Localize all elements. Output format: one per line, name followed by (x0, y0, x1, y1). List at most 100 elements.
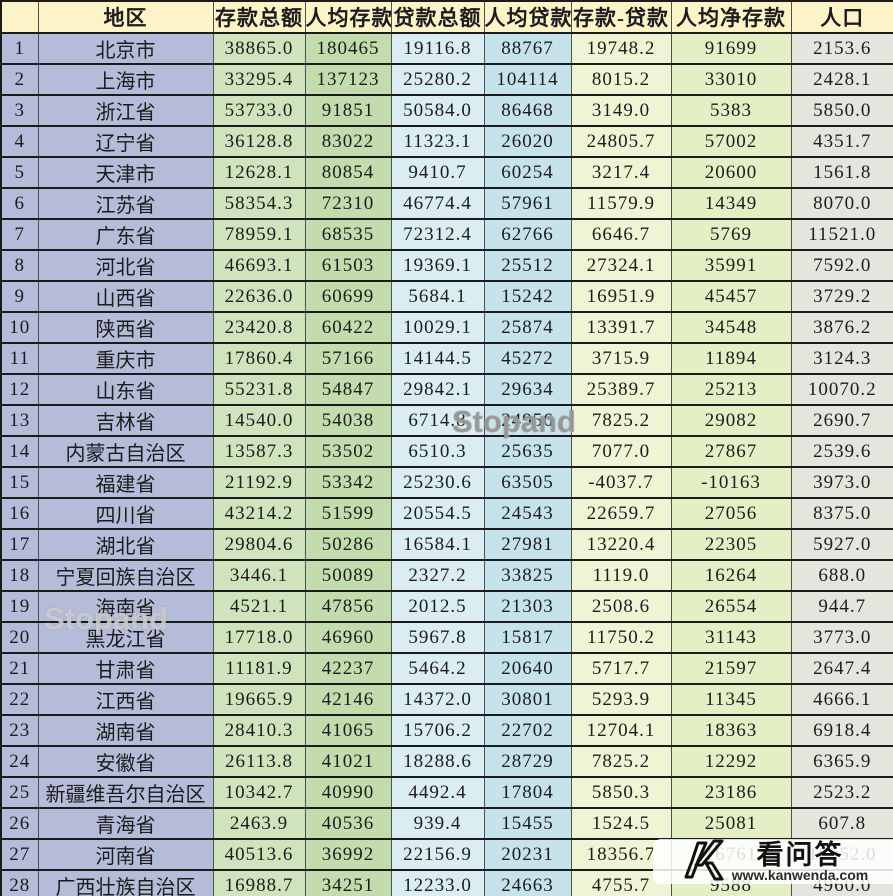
table-row: 6 江苏省 58354.3 72310 46774.4 57961 11579.9 14349… (0, 187, 893, 220)
value-cell: 41021 (304, 745, 392, 778)
value-cell: 53342 (304, 466, 392, 499)
value-cell: 46693.1 (212, 249, 306, 282)
value-cell: 20640 (483, 652, 572, 685)
value-cell: 10070.2 (790, 373, 893, 406)
row-number-cell: 5 (0, 156, 39, 189)
value-cell: 18363 (670, 714, 792, 747)
value-cell: 11323.1 (390, 125, 485, 158)
value-cell: 16951.9 (570, 280, 672, 313)
value-cell: -4037.7 (570, 466, 672, 499)
value-cell: 54038 (304, 404, 392, 437)
row-number-cell: 8 (0, 249, 39, 282)
table-row: 14 内蒙古自治区 13587.3 53502 6510.3 25635 7077.0 278… (0, 435, 893, 468)
value-cell: 17860.4 (212, 342, 306, 375)
table-row: 19 海南省 4521.1 47856 2012.5 21303 2508.6 26554 94… (0, 590, 893, 623)
table-row: 23 湖南省 28410.3 41065 15706.2 22702 12704.1 1836… (0, 714, 893, 747)
value-cell: 104114 (483, 63, 572, 96)
value-cell: 22702 (483, 714, 572, 747)
row-number-cell: 2 (0, 63, 39, 96)
row-number-cell: 13 (0, 404, 39, 437)
value-cell: 11521.0 (790, 218, 893, 251)
table-row: 10 陕西省 23420.8 60422 10029.1 25874 13391.7 3454… (0, 311, 893, 344)
value-cell: 11345 (670, 683, 792, 716)
value-cell: 3217.4 (570, 156, 672, 189)
value-cell: 50286 (304, 528, 392, 561)
value-cell: 45272 (483, 342, 572, 375)
value-cell: 3729.2 (790, 280, 893, 313)
value-cell: 6646.7 (570, 218, 672, 251)
header-loan-percapita: 人均贷款 (483, 0, 572, 34)
region-name-cell: 黑龙江省 (37, 621, 214, 654)
value-cell: 9410.7 (390, 156, 485, 189)
value-cell: 12233.0 (390, 869, 485, 896)
value-cell: 28729 (483, 745, 572, 778)
value-cell: 29842.1 (390, 373, 485, 406)
value-cell: 86468 (483, 94, 572, 127)
value-cell: 45457 (670, 280, 792, 313)
value-cell: 50089 (304, 559, 392, 592)
value-cell: 40990 (304, 776, 392, 809)
value-cell: 21597 (670, 652, 792, 685)
table-row: 9 山西省 22636.0 60699 5684.1 15242 16951.9 45457 3… (0, 280, 893, 313)
header-region: 地区 (37, 0, 214, 34)
value-cell: 3124.3 (790, 342, 893, 375)
value-cell: 4492.4 (390, 776, 485, 809)
value-cell: 19116.8 (390, 32, 485, 65)
value-cell: 33010 (670, 63, 792, 96)
value-cell: 18288.6 (390, 745, 485, 778)
value-cell: 28410.3 (212, 714, 306, 747)
value-cell: 14349 (670, 187, 792, 220)
region-name-cell: 新疆维吾尔自治区 (37, 776, 214, 809)
row-number-cell: 19 (0, 590, 39, 623)
value-cell: 3876.2 (790, 311, 893, 344)
value-cell: 11181.9 (212, 652, 306, 685)
value-cell: 42146 (304, 683, 392, 716)
value-cell: 7077.0 (570, 435, 672, 468)
value-cell: 22305 (670, 528, 792, 561)
header-net-deposit-percapita: 人均净存款 (670, 0, 792, 34)
value-cell: 35991 (670, 249, 792, 282)
header-deposit-minus-loan: 存款-贷款 (570, 0, 672, 34)
value-cell: 68535 (304, 218, 392, 251)
row-number-cell: 12 (0, 373, 39, 406)
row-number-cell: 26 (0, 807, 39, 840)
value-cell: 2153.6 (790, 32, 893, 65)
value-cell: 3773.0 (790, 621, 893, 654)
value-cell: 43214.2 (212, 497, 306, 530)
table-row: 16 四川省 43214.2 51599 20554.5 24543 22659.7 2705… (0, 497, 893, 530)
value-cell: 14372.0 (390, 683, 485, 716)
value-cell: 11750.2 (570, 621, 672, 654)
value-cell: 2523.2 (790, 776, 893, 809)
table-row: 11 重庆市 17860.4 57166 14144.5 45272 3715.9 11894… (0, 342, 893, 375)
value-cell: 2463.9 (212, 807, 306, 840)
table-row: 21 甘肃省 11181.9 42237 5464.2 20640 5717.7 21597 2… (0, 652, 893, 685)
value-cell: 5383 (670, 94, 792, 127)
value-cell: 34548 (670, 311, 792, 344)
row-number-cell: 15 (0, 466, 39, 499)
table-row: 24 安徽省 26113.8 41021 18288.6 28729 7825.2 12292… (0, 745, 893, 778)
value-cell: 5927.0 (790, 528, 893, 561)
value-cell: 53502 (304, 435, 392, 468)
value-cell: 16264 (670, 559, 792, 592)
value-cell: 11579.9 (570, 187, 672, 220)
value-cell: 3973.0 (790, 466, 893, 499)
value-cell: 27981 (483, 528, 572, 561)
table-row: 7 广东省 78959.1 68535 72312.4 62766 6646.7 5769 11… (0, 218, 893, 251)
table-row: 4 辽宁省 36128.8 83022 11323.1 26020 24805.7 57002… (0, 125, 893, 158)
value-cell: 25389.7 (570, 373, 672, 406)
region-name-cell: 湖北省 (37, 528, 214, 561)
value-cell: 47856 (304, 590, 392, 623)
region-name-cell: 河南省 (37, 838, 214, 871)
value-cell: 1524.5 (570, 807, 672, 840)
value-cell: 939.4 (390, 807, 485, 840)
value-cell: 3715.9 (570, 342, 672, 375)
value-cell: 27056 (670, 497, 792, 530)
row-number-cell: 21 (0, 652, 39, 685)
table-row: 3 浙江省 53733.0 91851 50584.0 86468 3149.0 5383 58… (0, 94, 893, 127)
value-cell: 7592.0 (790, 249, 893, 282)
value-cell: 4521.1 (212, 590, 306, 623)
table-row: 17 湖北省 29804.6 50286 16584.1 27981 13220.4 2230… (0, 528, 893, 561)
value-cell: 29804.6 (212, 528, 306, 561)
region-name-cell: 内蒙古自治区 (37, 435, 214, 468)
